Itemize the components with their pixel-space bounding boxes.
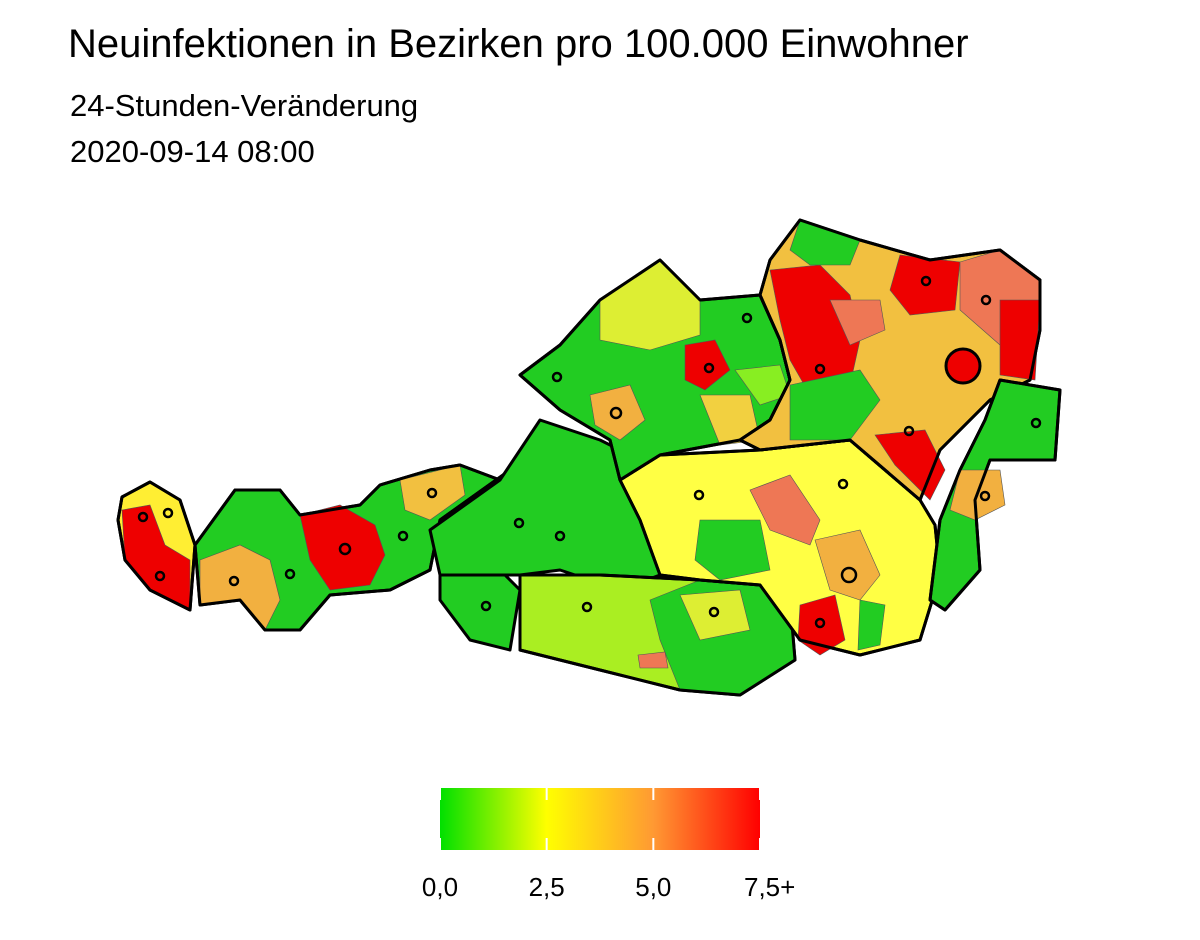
marker xyxy=(814,363,826,375)
marker xyxy=(581,601,593,613)
marker xyxy=(1030,417,1042,429)
marker xyxy=(920,275,932,287)
color-legend: 0,0 2,5 5,0 7,5+ xyxy=(422,788,795,902)
austria-map xyxy=(116,218,1062,697)
region-border xyxy=(928,378,1062,612)
region-border xyxy=(518,573,797,697)
marker xyxy=(840,566,858,584)
subtitle: 24-Stunden-Veränderung xyxy=(70,88,418,123)
marker xyxy=(708,606,720,618)
marker xyxy=(480,600,492,612)
legend-tick-label: 2,5 xyxy=(529,872,565,902)
marker xyxy=(551,371,563,383)
district xyxy=(599,259,701,351)
marker xyxy=(513,517,525,529)
marker xyxy=(741,312,753,324)
legend-tick-label: 0,0 xyxy=(422,872,458,902)
district xyxy=(999,299,1041,381)
region-border xyxy=(738,218,1042,502)
marker xyxy=(814,617,826,629)
marker xyxy=(980,294,992,306)
marker xyxy=(903,425,915,437)
date: 2020-09-14 08:00 xyxy=(70,134,315,169)
marker xyxy=(837,478,849,490)
marker xyxy=(162,507,174,519)
marker xyxy=(137,511,149,523)
district xyxy=(829,299,886,346)
marker xyxy=(228,575,240,587)
marker xyxy=(426,487,438,499)
district xyxy=(814,529,881,601)
legend-tick-label: 5,0 xyxy=(635,872,671,902)
marker xyxy=(979,490,991,502)
district xyxy=(749,474,821,546)
district xyxy=(637,651,669,669)
district-markers xyxy=(137,275,1042,629)
marker xyxy=(703,362,715,374)
region xyxy=(944,347,982,385)
marker xyxy=(154,570,166,582)
marker xyxy=(554,530,566,542)
marker xyxy=(693,489,705,501)
legend-bar xyxy=(440,788,760,850)
marker xyxy=(397,530,409,542)
marker xyxy=(284,568,296,580)
district xyxy=(694,519,771,581)
district xyxy=(789,369,881,441)
legend-tick-label: 7,5+ xyxy=(744,872,795,902)
district xyxy=(589,384,646,441)
title: Neuinfektionen in Bezirken pro 100.000 E… xyxy=(68,22,969,66)
marker xyxy=(338,542,352,556)
district xyxy=(857,599,886,651)
marker xyxy=(609,406,623,420)
region-border xyxy=(116,480,197,612)
